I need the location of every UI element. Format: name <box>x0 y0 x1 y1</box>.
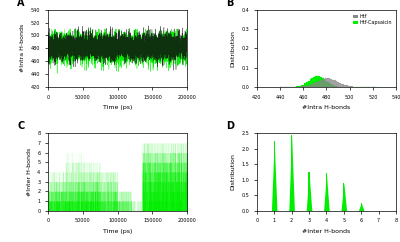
Bar <box>304 83 306 87</box>
X-axis label: Time (ps): Time (ps) <box>103 229 132 234</box>
Bar <box>308 172 310 211</box>
Text: B: B <box>226 0 234 8</box>
Bar <box>296 86 298 87</box>
Bar <box>306 82 308 87</box>
Bar <box>324 79 325 87</box>
Bar <box>330 79 332 87</box>
X-axis label: Time (ps): Time (ps) <box>103 105 132 110</box>
Bar <box>332 80 334 87</box>
Bar <box>351 86 353 87</box>
Y-axis label: Distribution: Distribution <box>231 153 236 190</box>
Bar <box>313 77 315 87</box>
Legend: Htf, Htf-Capsaicin: Htf, Htf-Capsaicin <box>351 12 394 27</box>
Bar <box>299 86 301 87</box>
Bar <box>311 84 313 87</box>
Bar <box>336 86 338 87</box>
Bar <box>322 79 324 87</box>
X-axis label: #Intra H-bonds: #Intra H-bonds <box>302 105 350 110</box>
Bar <box>324 79 325 87</box>
Bar <box>343 183 344 211</box>
Bar <box>338 82 339 87</box>
Bar <box>343 84 344 87</box>
Bar <box>301 85 303 87</box>
Bar <box>325 78 327 87</box>
Bar <box>341 84 343 87</box>
Bar <box>320 77 322 87</box>
Bar <box>320 80 322 87</box>
Text: A: A <box>17 0 25 8</box>
Bar <box>315 76 316 87</box>
Bar <box>316 76 318 87</box>
Bar <box>346 85 348 87</box>
Bar <box>315 82 316 87</box>
Bar <box>322 78 324 87</box>
Text: D: D <box>226 121 234 131</box>
Bar <box>336 81 338 87</box>
Bar <box>306 86 308 87</box>
Bar <box>303 85 304 87</box>
Bar <box>298 86 299 87</box>
Y-axis label: Distribution: Distribution <box>231 30 236 67</box>
Text: C: C <box>17 121 25 131</box>
Bar <box>329 83 330 87</box>
Bar <box>311 78 313 87</box>
Bar <box>308 81 310 87</box>
Bar <box>360 203 362 211</box>
Bar <box>334 86 336 87</box>
Bar <box>318 81 320 87</box>
Bar <box>291 135 292 211</box>
Bar <box>327 78 329 87</box>
Bar <box>310 79 311 87</box>
Bar <box>316 82 318 87</box>
Bar <box>330 84 332 87</box>
X-axis label: #Inter H-bonds: #Inter H-bonds <box>302 229 350 234</box>
Bar <box>313 83 315 87</box>
Bar <box>303 86 304 87</box>
Bar <box>304 86 306 87</box>
Bar <box>332 85 334 87</box>
Bar <box>329 78 330 87</box>
Bar <box>318 76 320 87</box>
Y-axis label: #Intra H-bonds: #Intra H-bonds <box>20 24 26 72</box>
Y-axis label: #Inter H-bonds: #Inter H-bonds <box>27 148 32 196</box>
Bar <box>301 86 303 87</box>
Bar <box>327 82 329 87</box>
Bar <box>350 86 351 87</box>
Bar <box>308 85 310 87</box>
Bar <box>344 85 346 87</box>
Bar <box>339 83 341 87</box>
Bar <box>325 81 327 87</box>
Bar <box>310 85 311 87</box>
Bar <box>348 86 350 87</box>
Bar <box>334 80 336 87</box>
Bar <box>326 174 327 211</box>
Bar <box>274 141 275 211</box>
